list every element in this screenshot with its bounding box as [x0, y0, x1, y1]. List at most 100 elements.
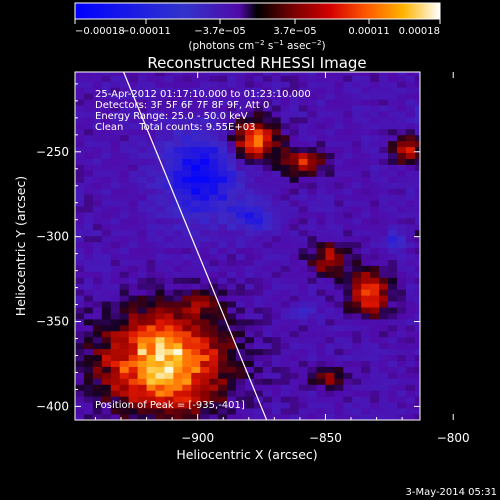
heatmap-cell	[289, 206, 300, 213]
heatmap-cell	[155, 360, 165, 367]
heatmap-cell	[361, 134, 371, 142]
heatmap-cell	[83, 319, 94, 326]
heatmap-cell	[298, 265, 308, 272]
heatmap-cell	[200, 342, 210, 350]
heatmap-cell	[128, 265, 139, 272]
heatmap-cell	[101, 330, 112, 338]
heatmap-cell	[191, 194, 201, 201]
heatmap-cell	[75, 75, 85, 82]
heatmap-cell	[262, 87, 273, 94]
heatmap-cell	[388, 289, 398, 296]
heatmap-cell	[361, 146, 371, 154]
heatmap-cell	[182, 206, 192, 213]
heatmap-cell	[379, 235, 389, 243]
heatmap-cell	[370, 307, 380, 314]
heatmap-cell	[379, 182, 389, 189]
heatmap-cell	[414, 235, 420, 243]
heatmap-cell	[352, 247, 362, 255]
heatmap-cell	[244, 229, 255, 237]
heatmap-cell	[146, 122, 156, 130]
heatmap-cell	[343, 81, 353, 88]
heatmap-cell	[244, 360, 255, 367]
heatmap-cell	[173, 247, 183, 255]
heatmap-cell	[262, 235, 273, 243]
heatmap-cell	[289, 223, 300, 231]
heatmap-cell	[307, 122, 317, 130]
heatmap-cell	[200, 301, 210, 308]
heatmap-cell	[218, 253, 228, 260]
heatmap-cell	[414, 330, 420, 338]
heatmap-cell	[289, 354, 300, 361]
heatmap-cell	[200, 176, 210, 183]
heatmap-cell	[83, 116, 94, 124]
heatmap-cell	[244, 212, 255, 219]
heatmap-cell	[137, 128, 147, 136]
heatmap-cell	[343, 396, 353, 403]
heatmap-cell	[414, 152, 420, 159]
heatmap-cell	[155, 99, 165, 106]
heatmap-cell	[218, 93, 228, 100]
heatmap-cell	[361, 75, 371, 82]
heatmap-cell	[83, 360, 94, 367]
heatmap-cell	[253, 223, 264, 231]
heatmap-cell	[92, 265, 103, 272]
heatmap-cell	[101, 122, 112, 130]
heatmap-cell	[75, 81, 85, 88]
heatmap-cell	[262, 188, 273, 195]
heatmap-cell	[298, 241, 308, 249]
heatmap-cell	[92, 182, 103, 189]
heatmap-cell	[397, 111, 407, 118]
heatmap-cell	[325, 158, 335, 165]
heatmap-cell	[379, 354, 389, 361]
heatmap-cell	[137, 158, 147, 165]
heatmap-cell	[209, 259, 219, 266]
heatmap-cell	[119, 75, 130, 82]
heatmap-cell	[280, 194, 291, 201]
heatmap-cell	[343, 348, 353, 356]
heatmap-cell	[298, 152, 308, 159]
heatmap-cell	[289, 217, 300, 225]
heatmap-cell	[352, 241, 362, 249]
heatmap-cell	[191, 182, 201, 189]
heatmap-cell	[218, 176, 228, 183]
heatmap-cell	[370, 194, 380, 201]
heatmap-cell	[146, 271, 156, 278]
heatmap-cell	[352, 265, 362, 272]
heatmap-cell	[137, 283, 147, 290]
heatmap-cell	[227, 206, 237, 213]
heatmap-cell	[146, 319, 156, 326]
heatmap-cell	[146, 396, 156, 403]
heatmap-cell	[209, 301, 219, 308]
heatmap-cell	[128, 217, 139, 225]
heatmap-cell	[200, 134, 210, 142]
heatmap-cell	[83, 396, 94, 403]
heatmap-cell	[361, 360, 371, 367]
heatmap-cell	[271, 366, 282, 373]
heatmap-cell	[218, 295, 228, 302]
heatmap-cell	[298, 289, 308, 296]
heatmap-cell	[262, 152, 273, 159]
heatmap-cell	[75, 87, 85, 94]
heatmap-cell	[137, 235, 147, 243]
heatmap-cell	[137, 384, 147, 391]
heatmap-cell	[146, 111, 156, 118]
heatmap-cell	[128, 283, 139, 290]
heatmap-cell	[414, 402, 420, 409]
heatmap-cell	[236, 277, 246, 284]
heatmap-cell	[289, 93, 300, 100]
heatmap-cell	[325, 390, 335, 397]
heatmap-cell	[119, 360, 130, 367]
heatmap-cell	[83, 223, 94, 231]
peak-position-label: Position of Peak = [-935,-401]	[95, 400, 245, 411]
heatmap-cell	[334, 301, 344, 308]
heatmap-cell	[164, 319, 174, 326]
heatmap-cell	[110, 283, 121, 290]
heatmap-cell	[307, 116, 317, 124]
heatmap-cell	[244, 366, 255, 373]
heatmap-cell	[218, 372, 228, 379]
heatmap-cell	[388, 158, 398, 165]
heatmap-cell	[92, 301, 103, 308]
heatmap-cell	[343, 164, 353, 171]
heatmap-cell	[236, 128, 246, 136]
heatmap-cell	[83, 414, 94, 420]
